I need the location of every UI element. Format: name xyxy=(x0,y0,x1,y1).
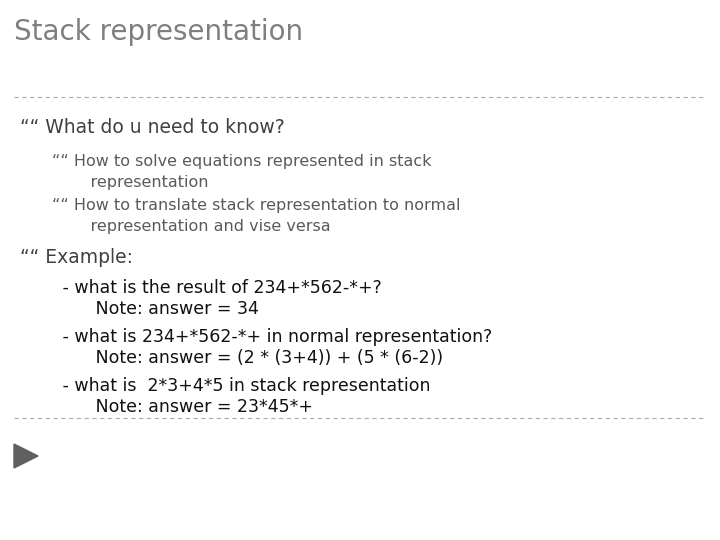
Text: ““ How to solve equations represented in stack: ““ How to solve equations represented in… xyxy=(52,154,431,169)
Text: - what is the result of 234+*562-*+?: - what is the result of 234+*562-*+? xyxy=(46,279,382,297)
Polygon shape xyxy=(14,444,38,468)
Text: Note: answer = (2 * (3+4)) + (5 * (6-2)): Note: answer = (2 * (3+4)) + (5 * (6-2)) xyxy=(46,349,443,367)
Text: Note: answer = 34: Note: answer = 34 xyxy=(46,300,259,318)
Text: representation and vise versa: representation and vise versa xyxy=(70,219,330,234)
Text: - what is  2*3+4*5 in stack representation: - what is 2*3+4*5 in stack representatio… xyxy=(46,377,431,395)
Text: Stack representation: Stack representation xyxy=(14,18,303,46)
Text: Note: answer = 23*45*+: Note: answer = 23*45*+ xyxy=(46,398,313,416)
Text: representation: representation xyxy=(70,175,209,190)
Text: - what is 234+*562-*+ in normal representation?: - what is 234+*562-*+ in normal represen… xyxy=(46,328,492,346)
Text: ““ How to translate stack representation to normal: ““ How to translate stack representation… xyxy=(52,198,461,213)
Text: ““ What do u need to know?: ““ What do u need to know? xyxy=(20,118,284,137)
Text: ““ Example:: ““ Example: xyxy=(20,248,133,267)
